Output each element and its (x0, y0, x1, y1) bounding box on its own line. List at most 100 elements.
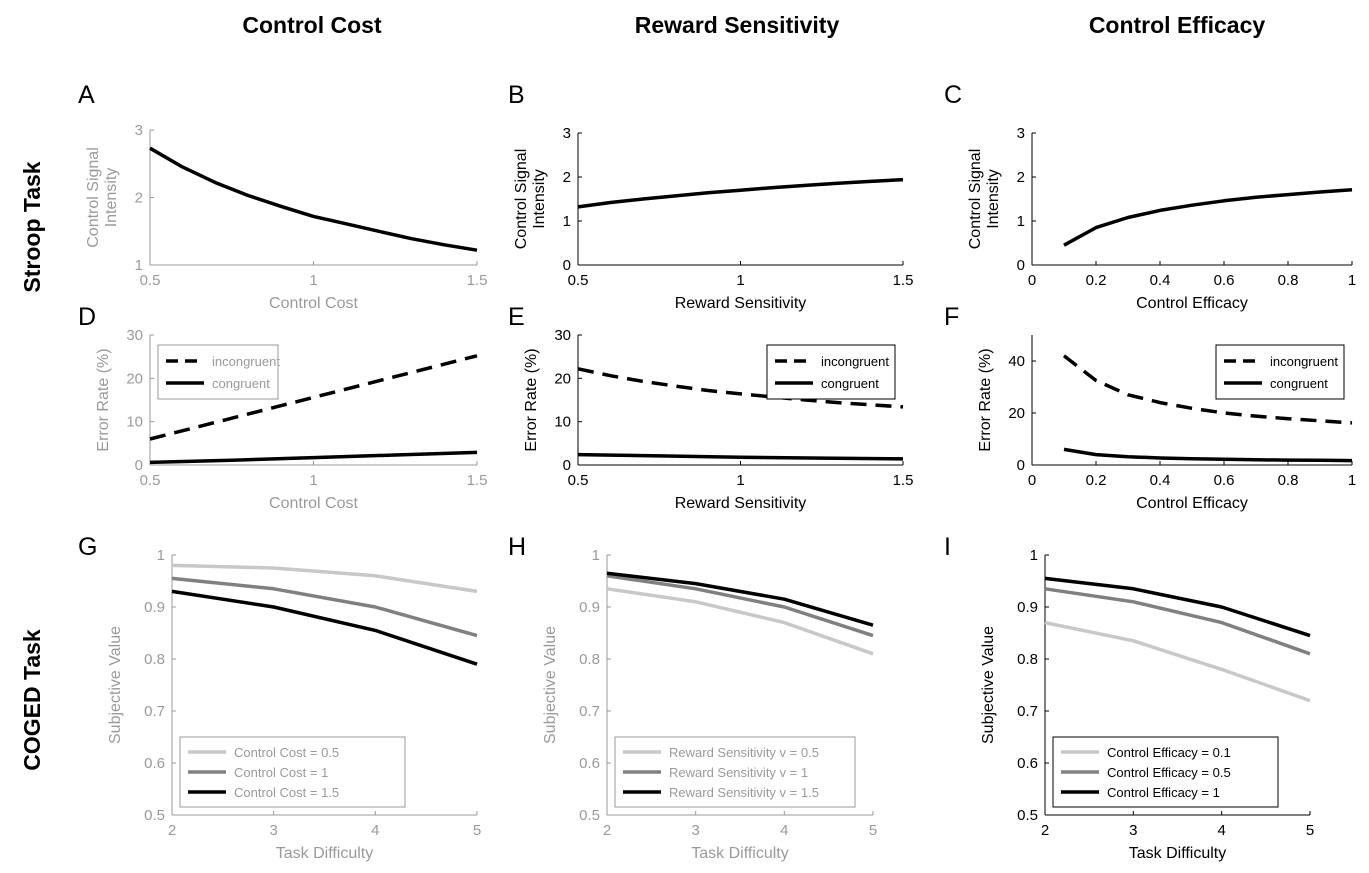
series-line-i-1 (1044, 620, 1311, 703)
y-tick-label-b: 1 (563, 213, 571, 230)
legend-label-d-2: congruent (212, 376, 270, 391)
panel-label-g: G (78, 533, 97, 561)
x-tick-label-d: 0.5 (140, 472, 161, 489)
y-axis-label-c: Control Signal (967, 149, 984, 250)
series-line-g-2 (171, 576, 478, 638)
legend-label-f-1: incongruent (1270, 354, 1338, 369)
series-line-e-1 (577, 367, 904, 409)
x-tick-label-i: 4 (1217, 822, 1225, 839)
x-tick-label-e: 0.5 (568, 472, 589, 489)
x-axis-label-a: Control Cost (269, 295, 358, 312)
legend-label-e-2: congruent (821, 376, 879, 391)
x-tick-label-a: 1 (309, 272, 317, 289)
panel-label-d: D (78, 303, 96, 331)
x-tick-label-c: 0.2 (1086, 272, 1107, 289)
x-tick-label-b: 0.5 (568, 272, 589, 289)
y-axis-label-d: Error Rate (%) (95, 348, 112, 451)
x-tick-label-c: 0.8 (1278, 272, 1299, 289)
y-tick-label-h: 0.7 (579, 703, 600, 720)
series-line-h-1 (606, 587, 874, 656)
legend-d: incongruent congruent (157, 344, 280, 400)
y-tick-label-i: 0.7 (1017, 703, 1038, 720)
panel-label-c: C (944, 81, 962, 109)
legend-label-h-3: Reward Sensitivity v = 1.5 (669, 785, 819, 800)
y-tick-label-e: 0 (563, 457, 571, 474)
y-axis-label-h: Subjective Value (542, 626, 559, 744)
legend-label-h-2: Reward Sensitivity v = 1 (669, 765, 808, 780)
y-tick-label-b: 2 (563, 169, 571, 186)
x-tick-label-h: 3 (691, 822, 699, 839)
y-tick-label-d: 20 (126, 370, 143, 387)
x-tick-label-c: 0.4 (1150, 272, 1171, 289)
y-tick-label-a: 3 (135, 122, 143, 139)
series-line-b-1 (577, 177, 904, 209)
x-tick-label-e: 1 (736, 472, 744, 489)
panel-label-e: E (508, 303, 525, 331)
x-tick-label-g: 5 (473, 822, 481, 839)
y-axis-label-a: Intensity (103, 168, 120, 228)
series-line-f-1 (1062, 354, 1353, 425)
series-line-g-1 (171, 563, 478, 594)
panel-label-a: A (78, 81, 95, 109)
panel-e: 0.5 1 1.5 0 10 20 30 Reward Sensitivity Error Ra… (523, 327, 913, 512)
y-tick-label-f: 40 (1008, 353, 1025, 370)
y-tick-label-f: 20 (1008, 405, 1025, 422)
y-tick-label-g: 0.5 (144, 807, 165, 824)
y-tick-label-h: 0.8 (579, 651, 600, 668)
y-tick-label-c: 2 (1017, 169, 1025, 186)
panel-g: 2 3 4 5 0.5 0.6 0.7 0.8 0.9 1 Task Difficulty Subje… (107, 547, 481, 862)
y-tick-label-i: 0.5 (1017, 807, 1038, 824)
y-tick-label-b: 3 (563, 125, 571, 142)
panel-h: 2 3 4 5 0.5 0.6 0.7 0.8 0.9 1 Task Difficulty Subje… (542, 547, 877, 862)
x-tick-label-f: 0.4 (1150, 472, 1171, 489)
legend-label-f-2: congruent (1270, 376, 1328, 391)
y-axis-label-b: Control Signal (513, 149, 530, 250)
x-tick-label-a: 1.5 (467, 272, 488, 289)
x-tick-label-i: 5 (1306, 822, 1314, 839)
legend-label-g-1: Control Cost = 0.5 (234, 745, 339, 760)
y-axis-label-g: Subjective Value (107, 626, 124, 744)
y-tick-label-d: 30 (126, 327, 143, 344)
x-tick-label-h: 4 (780, 822, 788, 839)
y-tick-label-g: 0.6 (144, 755, 165, 772)
legend-box-f (1215, 344, 1345, 400)
legend-label-g-2: Control Cost = 1 (234, 765, 328, 780)
panel-label-i: I (944, 533, 951, 561)
panel-f: 0 0.2 0.4 0.6 0.8 1 0 20 40 Control Efficacy Error… (977, 335, 1356, 512)
x-tick-label-a: 0.5 (140, 272, 161, 289)
y-tick-label-h: 1 (592, 547, 600, 564)
x-tick-label-c: 0.6 (1214, 272, 1235, 289)
x-tick-label-f: 1 (1348, 472, 1356, 489)
y-tick-label-c: 1 (1017, 213, 1025, 230)
legend-label-e-1: incongruent (821, 354, 889, 369)
x-tick-label-d: 1.5 (467, 472, 488, 489)
series-line-d-2 (149, 450, 478, 465)
legend-i: Control Efficacy = 0.1 Control Efficacy =… (1052, 736, 1279, 808)
y-axis-label-e: Error Rate (%) (523, 348, 540, 451)
series-line-f-2 (1063, 447, 1353, 463)
legend-box-e (766, 344, 896, 400)
y-tick-label-i: 0.6 (1017, 755, 1038, 772)
legend-g: Control Cost = 0.5 Control Cost = 1 Contro… (179, 736, 406, 808)
x-tick-label-i: 3 (1129, 822, 1137, 839)
panel-i: 2 3 4 5 0.5 0.6 0.7 0.8 0.9 1 Task Difficulty Subje… (980, 547, 1314, 862)
x-tick-label-h: 5 (869, 822, 877, 839)
row-title-stroop-task: Stroop Task (19, 161, 45, 292)
series-line-h-2 (606, 574, 874, 638)
x-tick-label-i: 2 (1041, 822, 1049, 839)
legend-label-i-1: Control Efficacy = 0.1 (1107, 745, 1231, 760)
legend-e: incongruent congruent (766, 344, 896, 400)
x-tick-label-b: 1 (736, 272, 744, 289)
y-tick-label-b: 0 (563, 257, 571, 274)
column-title-reward-sensitivity: Reward Sensitivity (635, 12, 840, 38)
series-line-e-2 (577, 452, 904, 461)
y-tick-label-f: 0 (1017, 457, 1025, 474)
y-axis-label-a: Control Signal (85, 147, 102, 248)
x-tick-label-f: 0.2 (1086, 472, 1107, 489)
x-tick-label-f: 0.8 (1278, 472, 1299, 489)
y-tick-label-h: 0.6 (579, 755, 600, 772)
legend-h: Reward Sensitivity v = 0.5 Reward Sensiti… (614, 736, 856, 808)
